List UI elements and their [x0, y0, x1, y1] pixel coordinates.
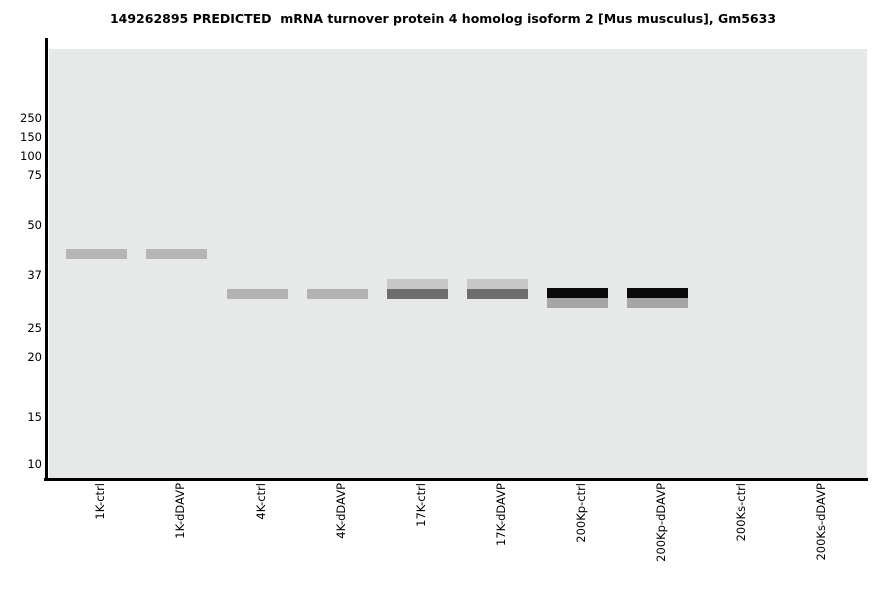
gel-band	[626, 288, 688, 298]
y-tick-label: 25	[27, 321, 42, 335]
y-tick-label: 50	[27, 218, 42, 232]
gel-band	[65, 249, 127, 259]
x-lane-label: 1K-ctrl	[93, 483, 107, 520]
gel-band	[306, 289, 368, 299]
gel-band	[546, 288, 608, 298]
y-tick-label: 150	[20, 130, 42, 144]
gel-band	[626, 298, 688, 308]
x-lane-label: 200Kp-dDAVP	[654, 483, 668, 562]
x-lane-label: 4K-ctrl	[254, 483, 268, 520]
x-lane-label: 200Kp-ctrl	[574, 483, 588, 543]
y-tick-label: 100	[20, 149, 42, 163]
gel-band	[145, 249, 207, 259]
y-axis-line	[45, 38, 48, 481]
gel-band	[546, 298, 608, 308]
x-lane-label: 200Ks-ctrl	[734, 483, 748, 542]
y-tick-label: 15	[27, 410, 42, 424]
gel-band	[386, 289, 448, 299]
y-tick-label: 20	[27, 350, 42, 364]
y-tick-label: 10	[27, 457, 42, 471]
chart-title: 149262895 PREDICTED mRNA turnover protei…	[109, 11, 777, 26]
gel-band	[466, 279, 528, 289]
x-lane-label: 4K-dDAVP	[334, 483, 348, 539]
x-lane-label: 17K-dDAVP	[494, 483, 508, 547]
y-tick-label: 37	[27, 268, 42, 282]
y-tick-label: 75	[27, 168, 42, 182]
x-lane-label: 200Ks-dDAVP	[814, 483, 828, 561]
x-lane-label: 1K-dDAVP	[173, 483, 187, 539]
y-tick-label: 250	[20, 111, 42, 125]
x-axis-line	[44, 478, 868, 481]
gel-band	[466, 289, 528, 299]
gel-band	[386, 279, 448, 289]
x-lane-label: 17K-ctrl	[414, 483, 428, 527]
plot-area	[49, 49, 867, 478]
gel-band	[226, 289, 288, 299]
